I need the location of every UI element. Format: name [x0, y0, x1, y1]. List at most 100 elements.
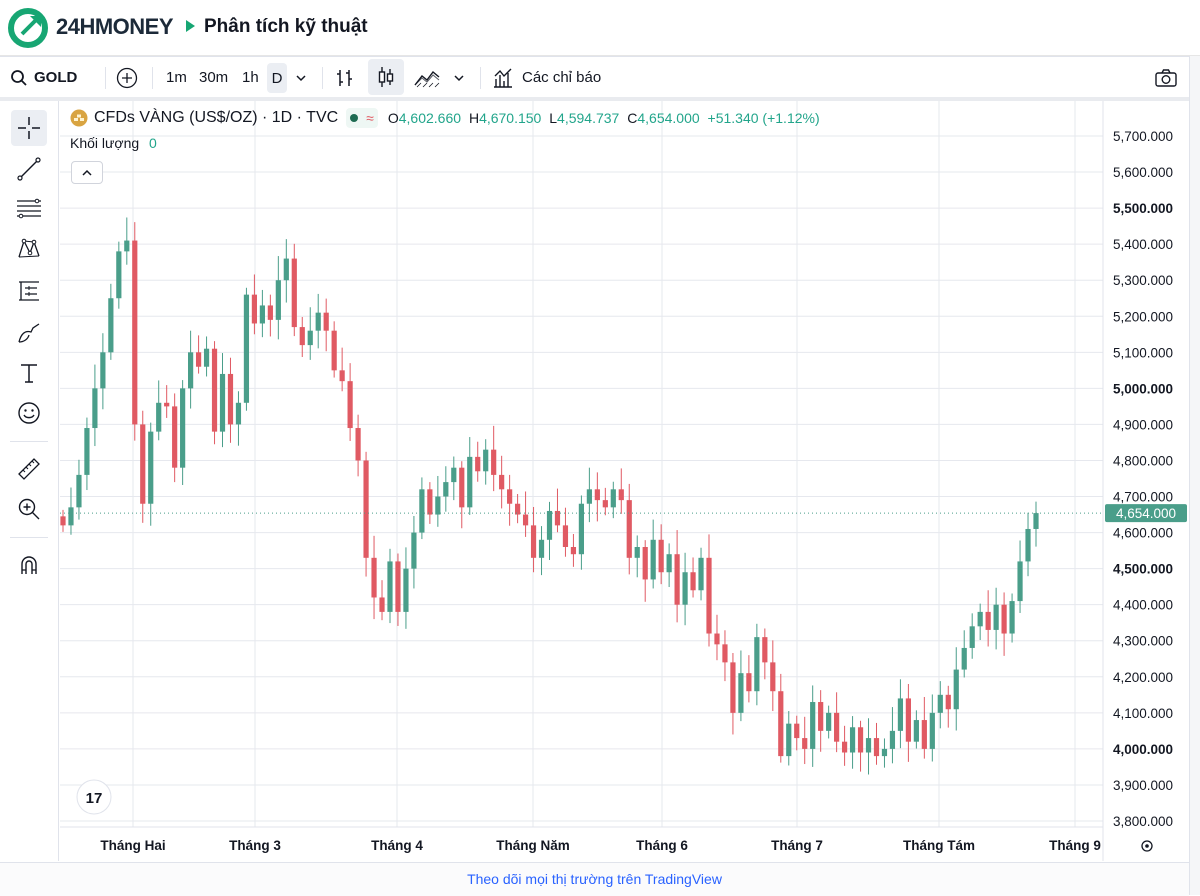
crosshair-tool[interactable] — [11, 110, 47, 146]
search-icon — [11, 69, 27, 86]
high-label: H — [468, 110, 480, 126]
chevron-down-icon — [296, 74, 306, 81]
market-status-badge[interactable]: ≈ — [346, 108, 378, 128]
brush-tool[interactable] — [11, 315, 47, 351]
candle-body — [841, 741, 848, 753]
y-tick-label: 4,500.000 — [1113, 562, 1173, 577]
candle-body — [475, 456, 481, 472]
add-symbol-icon — [116, 67, 138, 88]
y-tick-label: 3,800.000 — [1113, 814, 1173, 829]
candle-body — [100, 352, 106, 389]
chart-toolbar: GOLD 1m 30m 1h D Các chỉ báo — [0, 56, 1190, 99]
indicators-label: Các chỉ báo — [522, 69, 602, 86]
candle-style-button[interactable] — [368, 59, 404, 95]
candle-body — [738, 673, 744, 713]
candle-body — [594, 489, 600, 501]
trend-line-tool[interactable] — [11, 151, 47, 187]
change-value: +51.340 (+1.12%) — [707, 110, 820, 126]
zoom-in-tool[interactable] — [11, 491, 47, 527]
interval-1h[interactable]: 1h — [242, 69, 259, 86]
symbol-search-button[interactable]: GOLD — [10, 57, 77, 98]
bar-style-button[interactable] — [335, 57, 355, 98]
trend-line-icon — [17, 157, 41, 181]
candle-body — [243, 294, 250, 403]
app-header: 24HMONEY Phân tích kỹ thuật — [0, 0, 1200, 56]
candle-body — [443, 482, 449, 497]
candle-body — [642, 547, 648, 580]
pattern-icon — [18, 238, 40, 258]
candle-body — [411, 532, 417, 569]
zoom-in-icon — [18, 498, 40, 520]
last-price-label: 4,654.000 — [1116, 506, 1176, 521]
emoji-icon — [18, 402, 40, 424]
candle-body — [857, 727, 864, 753]
candle-body — [467, 456, 473, 508]
brand-name[interactable]: 24HMONEY — [56, 14, 174, 39]
settings-gear-icon-center — [1145, 844, 1149, 848]
chart-type-dropdown[interactable] — [452, 57, 466, 98]
x-tick-label: Tháng 6 — [636, 838, 688, 853]
candle-body — [929, 712, 935, 749]
x-tick-label: Tháng 7 — [771, 838, 823, 853]
candle-body — [507, 489, 513, 504]
price-chart[interactable]: 5,700.000 5,600.000 5,500.000 5,400.000 5,30… — [60, 101, 1189, 861]
emoji-tool[interactable] — [11, 395, 47, 431]
snapshot-button[interactable] — [1154, 57, 1178, 98]
brand-logo-icon[interactable] — [8, 8, 48, 48]
candle-body — [993, 604, 999, 630]
candle-body — [722, 644, 728, 663]
candle-body — [985, 611, 991, 630]
y-tick-label: 5,600.000 — [1113, 165, 1173, 180]
candle-body — [283, 258, 289, 281]
magnet-tool[interactable] — [11, 547, 47, 583]
y-tick-label: 4,900.000 — [1113, 417, 1173, 432]
interval-dropdown[interactable] — [294, 57, 308, 98]
candle-body — [395, 561, 401, 612]
y-tick-label: 5,300.000 — [1113, 273, 1173, 288]
collapse-legend-button[interactable] — [71, 161, 103, 184]
candle-body — [1017, 561, 1023, 602]
interval-30m[interactable]: 30m — [199, 69, 229, 86]
candle-body — [211, 348, 218, 432]
crosshair-icon — [18, 117, 40, 139]
candle-body — [259, 305, 265, 324]
interval-d[interactable]: D — [267, 63, 287, 93]
open-label: O — [387, 110, 399, 126]
y-tick-label: 4,400.000 — [1113, 598, 1173, 613]
y-tick-label: 3,900.000 — [1113, 778, 1173, 793]
low-value: 4,594.737 — [557, 110, 620, 126]
pattern-tool[interactable] — [11, 231, 47, 267]
candle-body — [530, 525, 537, 558]
candle-style-icon — [378, 67, 394, 87]
indicators-button[interactable]: Các chỉ báo — [492, 57, 601, 98]
candle-body — [897, 698, 904, 731]
candle-body — [156, 402, 162, 432]
x-tick-label: Tháng Năm — [496, 838, 570, 853]
candle-body — [945, 694, 951, 710]
candle-body — [538, 539, 545, 558]
candle-body — [794, 723, 800, 739]
add-symbol-button[interactable] — [116, 57, 138, 98]
candle-body — [786, 723, 792, 757]
candle-body — [267, 305, 273, 320]
candle-body — [849, 727, 856, 753]
candle-body — [746, 673, 752, 692]
tradingview-footer-link[interactable]: Theo dõi mọi thị trường trên TradingView — [0, 862, 1189, 896]
y-tick-label: 4,300.000 — [1113, 634, 1173, 649]
open-value: 4,602.660 — [398, 110, 462, 126]
candle-body — [491, 449, 497, 475]
page-scroll-edge — [1189, 56, 1200, 895]
candle-body — [483, 449, 489, 472]
camera-icon — [1155, 68, 1177, 87]
candle-body — [323, 312, 329, 331]
candle-body — [435, 496, 441, 515]
interval-1m[interactable]: 1m — [166, 69, 187, 86]
candle-body — [315, 312, 321, 331]
position-tool[interactable] — [11, 273, 47, 309]
candle-body — [682, 572, 688, 605]
symbol-title[interactable]: CFDs VÀNG (US$/OZ) · 1D · TVC — [94, 109, 339, 126]
fib-tool[interactable] — [11, 191, 47, 227]
area-style-button[interactable] — [413, 57, 441, 98]
text-tool[interactable] — [11, 355, 47, 391]
ruler-tool[interactable] — [11, 451, 47, 487]
